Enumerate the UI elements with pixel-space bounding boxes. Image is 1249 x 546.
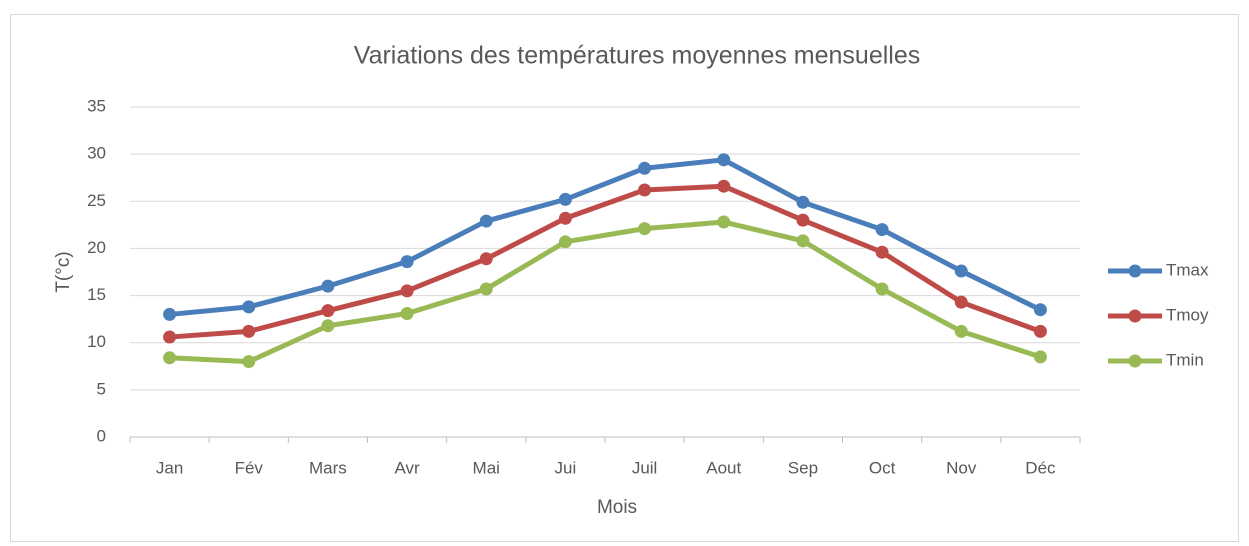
data-point (400, 306, 414, 320)
series-line (169, 157, 1042, 317)
data-point (796, 234, 810, 248)
data-point (479, 252, 493, 266)
y-tick-label: 5 (97, 379, 106, 398)
data-point (875, 245, 889, 259)
legend-marker (1128, 354, 1142, 368)
y-tick-label: 10 (87, 332, 106, 351)
data-point (163, 307, 177, 321)
y-tick-label: 35 (87, 96, 106, 115)
data-point (954, 295, 968, 309)
legend-label: Tmin (1166, 350, 1204, 369)
y-tick-label: 30 (87, 144, 106, 163)
legend-marker (1128, 309, 1142, 323)
x-tick-label: Jui (555, 458, 577, 477)
x-tick-label: Oct (869, 458, 896, 477)
data-point (638, 183, 652, 197)
series-line (169, 219, 1042, 365)
data-point (796, 213, 810, 227)
data-point (638, 161, 652, 175)
data-point (638, 222, 652, 236)
data-point (1033, 350, 1047, 364)
data-point (717, 215, 731, 229)
x-tick-label: Fév (235, 458, 264, 477)
x-tick-label: Sep (788, 458, 818, 477)
data-point (1033, 303, 1047, 317)
data-point (558, 211, 572, 225)
legend-label: Tmoy (1166, 305, 1209, 324)
x-tick-label: Déc (1025, 458, 1056, 477)
x-tick-label: Avr (394, 458, 420, 477)
data-point (242, 355, 256, 369)
data-point (321, 319, 335, 333)
data-point (875, 282, 889, 296)
data-point (717, 179, 731, 193)
y-tick-label: 0 (97, 426, 106, 445)
x-tick-label: Jan (156, 458, 183, 477)
y-axis-title: T(°c) (53, 251, 74, 292)
data-point (163, 351, 177, 365)
data-point (954, 264, 968, 278)
data-point (1033, 324, 1047, 338)
y-tick-label: 15 (87, 285, 106, 304)
data-point (242, 324, 256, 338)
y-tick-label: 20 (87, 238, 106, 257)
x-tick-label: Mars (309, 458, 347, 477)
data-point (796, 195, 810, 209)
data-point (717, 153, 731, 167)
x-tick-label: Aout (706, 458, 741, 477)
data-point (321, 279, 335, 293)
data-point (479, 282, 493, 296)
data-point (163, 330, 177, 344)
x-tick-label: Nov (946, 458, 977, 477)
chart-frame (10, 14, 1239, 542)
data-point (479, 214, 493, 228)
y-tick-label: 25 (87, 191, 106, 210)
series-line (169, 183, 1042, 340)
x-tick-label: Mai (473, 458, 500, 477)
data-point (558, 192, 572, 206)
legend-label: Tmax (1166, 260, 1209, 279)
data-point (400, 284, 414, 298)
chart-title: Variations des températures moyennes men… (354, 42, 921, 70)
legend-marker (1128, 264, 1142, 278)
data-point (400, 255, 414, 269)
data-point (321, 304, 335, 318)
data-point (242, 300, 256, 314)
data-point (875, 223, 889, 237)
data-point (558, 235, 572, 249)
data-point (954, 324, 968, 338)
x-axis-title: Mois (597, 497, 637, 518)
x-tick-label: Juil (632, 458, 658, 477)
